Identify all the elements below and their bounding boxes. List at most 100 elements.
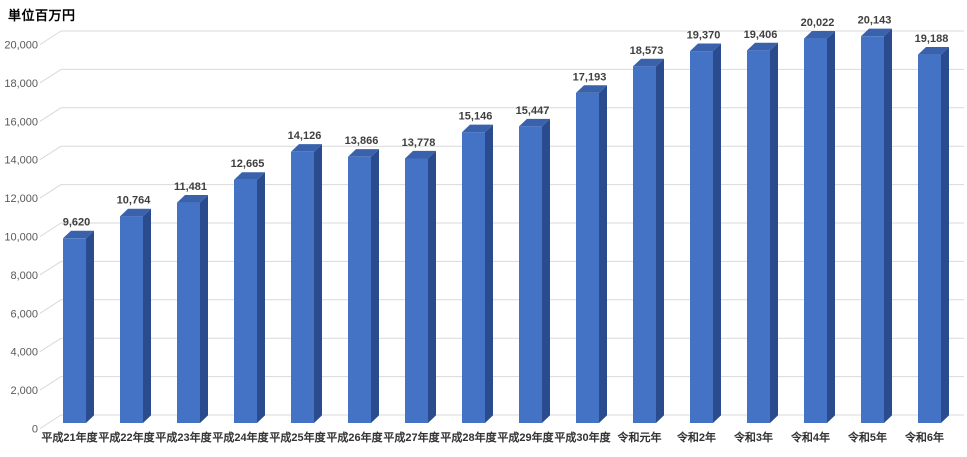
bar-side-face	[542, 118, 550, 423]
bar[interactable]	[633, 66, 656, 423]
y-axis-tick-label: 6,000	[10, 308, 38, 320]
bar-value-label: 15,447	[516, 105, 550, 117]
bar[interactable]	[747, 50, 770, 424]
bar-side-face	[770, 42, 778, 423]
bar-top-face	[519, 118, 550, 127]
bar-value-label: 9,620	[63, 217, 91, 229]
y-axis-tick-label: 20,000	[4, 40, 38, 52]
y-axis-tick-label: 2,000	[10, 385, 38, 397]
bar-value-label: 11,481	[174, 181, 207, 193]
bar-value-label: 20,022	[801, 17, 835, 29]
x-axis-category-label: 令和4年	[790, 430, 830, 444]
x-axis-category-label: 平成21年度	[41, 430, 98, 444]
bar[interactable]	[576, 92, 599, 423]
gridline-diagonal	[39, 376, 62, 391]
x-axis-category-label: 平成29年度	[497, 430, 554, 444]
gridline-diagonal	[39, 68, 62, 84]
bar-side-face	[485, 124, 493, 423]
bar-top-face	[918, 46, 949, 55]
bar-side-face	[314, 144, 322, 424]
x-axis-category-label: 令和3年	[733, 430, 773, 444]
y-axis-tick-label: 10,000	[4, 232, 38, 244]
bar-side-face	[827, 30, 835, 423]
bar-top-face	[633, 58, 664, 67]
y-axis-tick-label: 14,000	[4, 155, 38, 167]
bar-top-face	[291, 144, 322, 152]
bar-top-face	[120, 208, 151, 217]
x-axis-category-label: 令和5年	[847, 430, 887, 444]
bar-top-face	[234, 172, 265, 180]
y-axis-tick-label: 12,000	[4, 193, 38, 205]
gridline-diagonal	[39, 222, 62, 237]
gridline-diagonal	[39, 184, 62, 199]
bar[interactable]	[690, 51, 713, 423]
bar-top-face	[690, 43, 721, 52]
bar-value-label: 19,370	[687, 29, 721, 41]
bar-side-face	[713, 43, 721, 423]
gridline-diagonal	[39, 299, 62, 314]
bar[interactable]	[234, 179, 257, 423]
x-axis-category-label: 平成25年度	[269, 430, 326, 444]
x-axis-category-label: 令和2年	[676, 430, 716, 444]
x-axis-category-label: 平成22年度	[98, 430, 155, 444]
x-axis-category-label: 平成23年度	[155, 430, 212, 444]
bar-top-face	[462, 124, 493, 133]
bar[interactable]	[804, 38, 827, 423]
bar-side-face	[86, 230, 94, 423]
y-axis-tick-label: 4,000	[10, 347, 38, 359]
bar-top-face	[348, 149, 379, 157]
bar[interactable]	[177, 202, 200, 423]
y-axis-tick-label: 8,000	[10, 270, 38, 282]
bar-value-label: 19,406	[744, 29, 778, 41]
bar[interactable]	[291, 151, 314, 423]
bar[interactable]	[405, 158, 428, 423]
bar-value-label: 10,764	[117, 195, 152, 207]
x-axis-category-label: 平成24年度	[212, 430, 269, 444]
x-axis-category-label: 平成28年度	[440, 430, 497, 444]
bar-side-face	[884, 28, 892, 424]
bar[interactable]	[918, 54, 941, 424]
gridline-diagonal	[39, 30, 62, 45]
bar-value-label: 17,193	[573, 71, 607, 83]
bar-top-face	[861, 28, 892, 37]
x-axis-category-label: 令和6年	[904, 430, 944, 444]
chart-unit-title: 単位百万円	[8, 8, 76, 23]
bar-top-face	[804, 30, 835, 39]
bar-side-face	[371, 149, 379, 424]
bar-value-label: 13,778	[402, 137, 436, 149]
bar[interactable]	[348, 156, 371, 423]
bar-side-face	[257, 172, 265, 423]
x-axis-category-label: 平成27年度	[383, 430, 440, 444]
bar-value-label: 18,573	[630, 45, 664, 57]
bar-value-label: 13,866	[345, 135, 379, 147]
bar-value-label: 19,188	[915, 33, 949, 45]
bar-top-face	[63, 230, 94, 239]
bar-top-face	[405, 150, 436, 159]
y-axis-tick-label: 16,000	[4, 116, 38, 128]
gridline-diagonal	[39, 414, 62, 429]
bar-value-label: 15,146	[459, 111, 493, 123]
x-axis-category-label: 令和元年	[617, 430, 662, 444]
bar-side-face	[941, 46, 949, 424]
gridline-diagonal	[39, 260, 62, 276]
gridline-diagonal	[39, 107, 62, 122]
bar-value-label: 20,143	[858, 15, 892, 27]
x-axis-category-label: 平成30年度	[554, 430, 611, 444]
bar-side-face	[428, 150, 436, 423]
bar[interactable]	[519, 126, 542, 423]
bar[interactable]	[63, 238, 86, 423]
x-axis-category-label: 平成26年度	[326, 430, 383, 444]
bar-top-face	[576, 85, 607, 93]
gridline-diagonal	[39, 145, 62, 161]
bar[interactable]	[462, 132, 485, 424]
bar[interactable]	[120, 216, 143, 423]
bar-side-face	[143, 208, 151, 423]
y-axis-tick-label: 18,000	[4, 78, 38, 90]
bar-value-label: 14,126	[288, 130, 322, 142]
gridline-diagonal	[39, 337, 62, 353]
bar-side-face	[200, 194, 208, 423]
bar-side-face	[656, 58, 664, 423]
bar-side-face	[599, 85, 607, 423]
bar[interactable]	[861, 36, 884, 424]
